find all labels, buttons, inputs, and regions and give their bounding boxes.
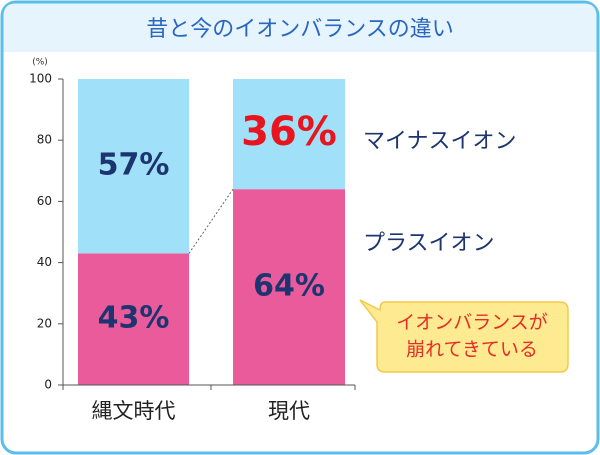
value-label: 57% bbox=[98, 148, 170, 183]
title-band bbox=[3, 3, 597, 52]
bar-segment bbox=[78, 253, 189, 385]
annotation: イオンバランスが bbox=[396, 312, 548, 334]
value-label: 43% bbox=[98, 301, 170, 336]
y-tick-label: 0 bbox=[44, 378, 52, 392]
legend-label: マイナスイオン bbox=[363, 129, 517, 154]
connector bbox=[188, 188, 234, 254]
bar-segment bbox=[233, 189, 345, 385]
bar-segment bbox=[233, 79, 345, 190]
bar-segment bbox=[78, 79, 189, 254]
value-label: 36% bbox=[241, 109, 337, 155]
y-tick-label: 100 bbox=[29, 72, 52, 86]
y-tick-label: 20 bbox=[37, 316, 52, 330]
callout bbox=[359, 299, 569, 373]
x-tick-label: 現代 bbox=[268, 399, 310, 423]
y-tick-label: 40 bbox=[37, 255, 52, 269]
y-unit: (%) bbox=[32, 58, 48, 68]
annotation: 崩れてきている bbox=[406, 339, 538, 361]
legend-label: プラスイオン bbox=[363, 231, 495, 256]
chart-title: 昔と今のイオンバランスの違い bbox=[146, 17, 454, 42]
value-label: 64% bbox=[253, 269, 325, 304]
y-tick-label: 80 bbox=[37, 133, 52, 147]
y-tick-label: 60 bbox=[37, 194, 52, 208]
x-tick-label: 縄文時代 bbox=[92, 399, 176, 423]
